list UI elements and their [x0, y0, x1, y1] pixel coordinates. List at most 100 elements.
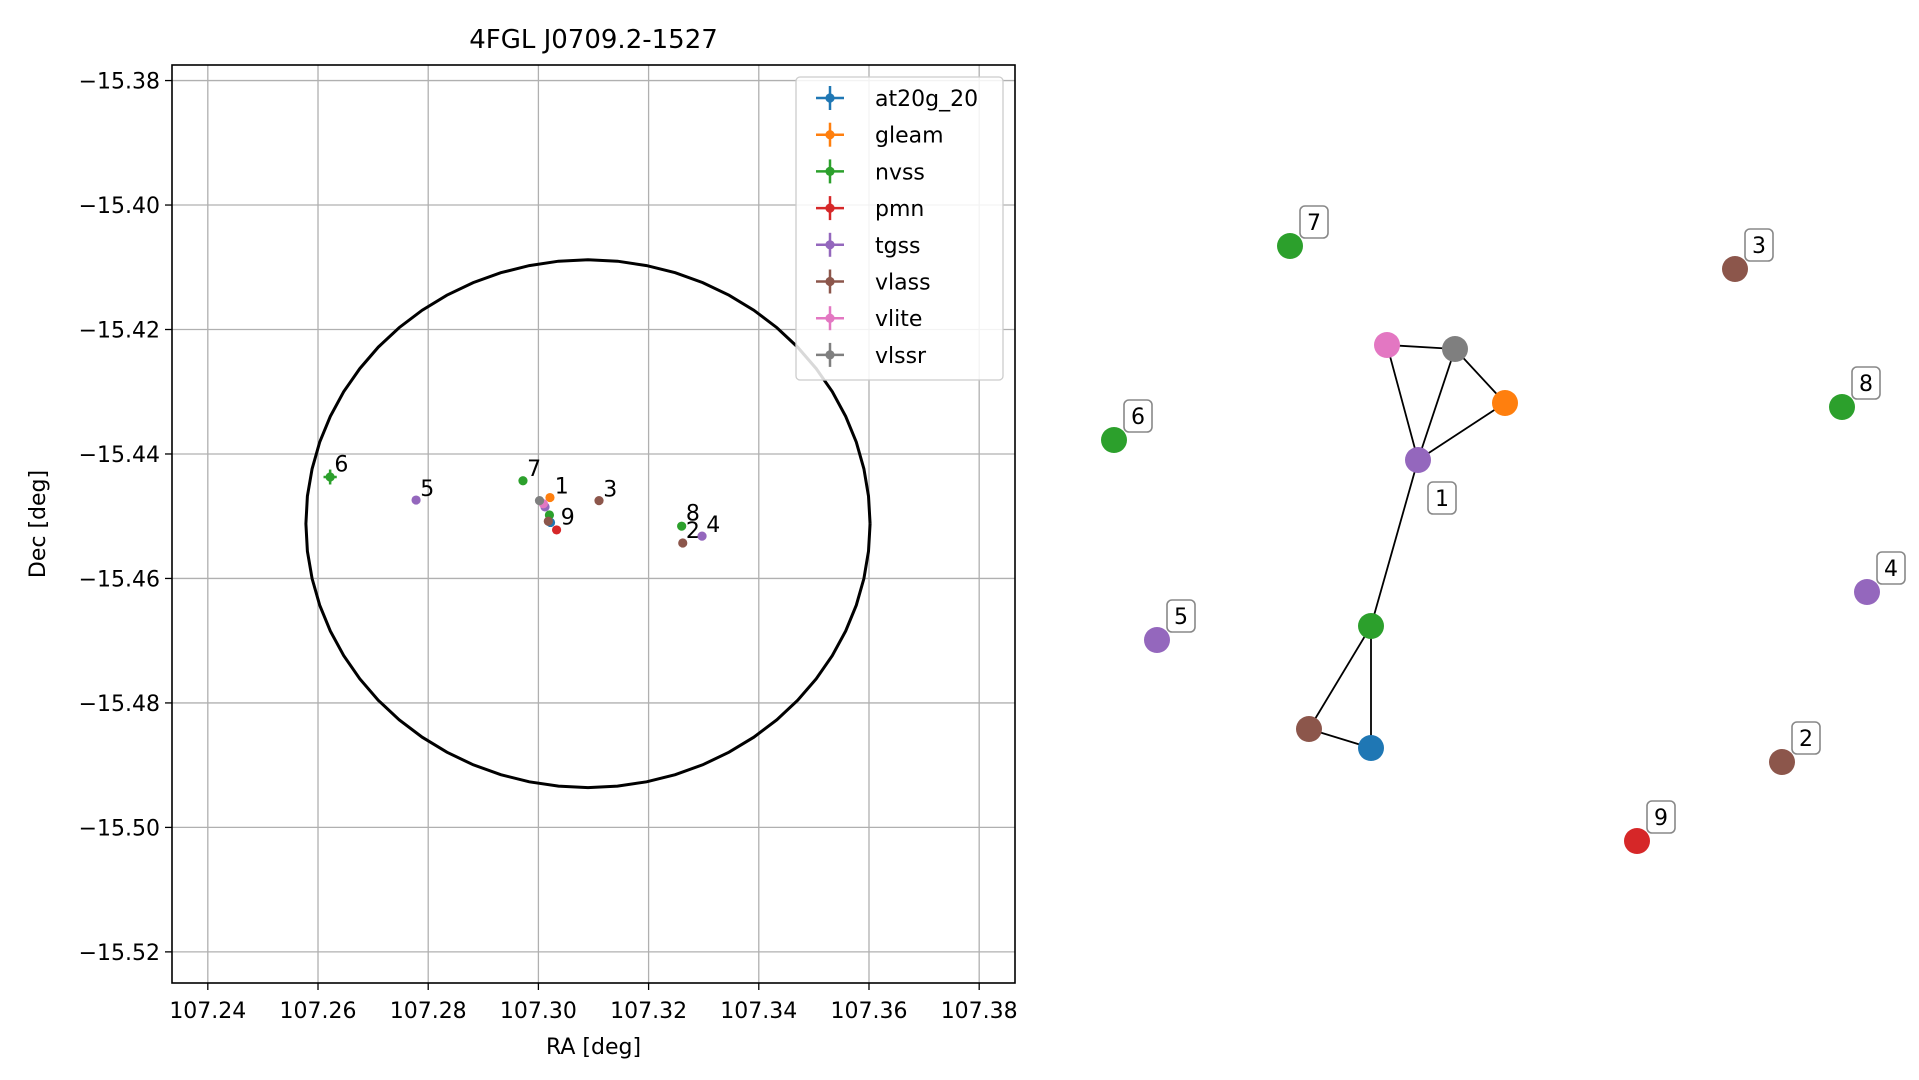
- localization-ellipse-layer: [304, 258, 872, 790]
- graph-node-label: 9: [1654, 806, 1668, 831]
- legend-label-pmn: pmn: [875, 197, 924, 222]
- point-pmn: [551, 525, 562, 535]
- localization-ellipse: [304, 258, 872, 790]
- source-association-graph: 1 2 3 4 5 6 7 8 9: [1101, 205, 1906, 854]
- legend-label-nvss: nvss: [875, 160, 925, 185]
- legend-box: [795, 76, 1004, 381]
- legend-label-tgss: tgss: [875, 234, 921, 259]
- legend-marker-gleam: [825, 130, 835, 140]
- graph-node: [1144, 627, 1170, 653]
- y-tick-label: −15.52: [79, 941, 160, 966]
- graph-node-label-box: [1123, 399, 1153, 433]
- graph-node: [1277, 233, 1303, 259]
- graph-node: [1358, 613, 1384, 639]
- axes-frame: [171, 64, 1016, 984]
- point-vlass: [543, 516, 553, 526]
- x-tick-label: 107.24: [169, 999, 246, 1024]
- legend-label-vlssr: vlssr: [875, 344, 927, 369]
- point-tgss: [411, 495, 421, 505]
- graph-node: [1442, 336, 1468, 362]
- graph-edge: [1308, 625, 1372, 730]
- point-nvss: [677, 521, 687, 531]
- graph-node-label-box: [1299, 205, 1329, 239]
- legend-marker-vlass: [825, 276, 835, 287]
- graph-node-label-box: [1646, 800, 1676, 834]
- graph-edge: [1370, 459, 1419, 627]
- legend-label-at20g_20: at20g_20: [875, 87, 978, 112]
- graph-node-label: 1: [1435, 487, 1449, 512]
- graph-node-label: 2: [1799, 727, 1813, 752]
- graph-node: [1854, 579, 1880, 605]
- x-tick-label: 107.34: [720, 999, 797, 1024]
- point-vlssr: [534, 496, 545, 506]
- source-annotations: 1 2 3 4 5 6 7 8 9: [334, 453, 720, 545]
- annotation-4: 4: [706, 513, 720, 538]
- x-ticks: 107.24 107.26 107.28 107.30 107.32 107.34 107.…: [169, 983, 1018, 1024]
- y-tick-label: −15.42: [79, 319, 160, 344]
- point-vlass: [594, 496, 604, 506]
- graph-node: [1296, 716, 1322, 742]
- legend-marker-nvss: [825, 166, 835, 176]
- sky-scatter-plot: 1 2 3 4 5 6 7 8 9 107.24 107.26 107.28 107.30 107.32…: [26, 25, 1018, 1060]
- graph-node: [1405, 447, 1431, 473]
- graph-node-label: 7: [1307, 211, 1321, 236]
- x-tick-label: 107.30: [500, 999, 577, 1024]
- legend-marker-vlite: [825, 313, 835, 323]
- graph-edge: [1417, 348, 1456, 461]
- graph-node-label: 8: [1859, 372, 1873, 397]
- x-tick-label: 107.36: [830, 999, 907, 1024]
- x-tick-label: 107.38: [941, 999, 1018, 1024]
- grid: [172, 65, 1015, 983]
- legend-marker-pmn: [825, 203, 835, 213]
- annotation-6: 6: [334, 453, 348, 478]
- graph-node-label-box: [1166, 599, 1196, 633]
- annotation-9: 9: [561, 505, 575, 530]
- graph-node-label: 3: [1752, 234, 1766, 259]
- graph-edge: [1386, 344, 1419, 461]
- annotation-8: 8: [686, 502, 700, 527]
- y-tick-label: −15.44: [79, 443, 160, 468]
- chart-title: 4FGL J0709.2-1527: [469, 25, 718, 55]
- annotation-7: 7: [527, 457, 541, 482]
- graph-node-label-box: [1851, 366, 1881, 400]
- x-tick-label: 107.32: [610, 999, 687, 1024]
- graph-node: [1492, 390, 1518, 416]
- annotation-1: 1: [555, 474, 569, 499]
- graph-node: [1722, 256, 1748, 282]
- y-tick-label: −15.50: [79, 816, 160, 841]
- graph-node-label-box: [1744, 228, 1774, 262]
- legend-label-vlass: vlass: [875, 271, 931, 296]
- graph-node: [1358, 735, 1384, 761]
- graph-edge: [1417, 402, 1506, 461]
- point-gleam: [545, 492, 555, 503]
- graph-node-label: 4: [1884, 557, 1898, 582]
- x-tick-label: 107.26: [280, 999, 357, 1024]
- point-tgss: [697, 531, 707, 541]
- graph-node: [1624, 828, 1650, 854]
- graph-node-label-box: [1876, 551, 1906, 585]
- x-axis-label: RA [deg]: [546, 1035, 641, 1060]
- point-vlass: [678, 538, 688, 548]
- graph-node-label: 6: [1131, 405, 1145, 430]
- y-tick-label: −15.46: [79, 567, 160, 592]
- annotation-5: 5: [420, 477, 434, 502]
- graph-edges: [1308, 344, 1506, 749]
- graph-node: [1101, 427, 1127, 453]
- graph-node: [1374, 332, 1400, 358]
- legend-marker-at20g_20: [825, 93, 835, 103]
- graph-node: [1769, 749, 1795, 775]
- point-nvss: [518, 476, 528, 486]
- graph-node-label: 5: [1174, 605, 1188, 630]
- y-tick-label: −15.38: [79, 70, 160, 95]
- graph-node: [1829, 394, 1855, 420]
- graph-nodes: 1 2 3 4 5 6 7 8 9: [1101, 205, 1906, 854]
- annotation-2: 2: [686, 519, 700, 544]
- source-points: [323, 469, 707, 548]
- y-axis-label: Dec [deg]: [26, 470, 51, 578]
- legend-label-vlite: vlite: [875, 307, 922, 332]
- y-tick-label: −15.40: [79, 194, 160, 219]
- y-tick-label: −15.48: [79, 692, 160, 717]
- x-tick-label: 107.28: [390, 999, 467, 1024]
- legend-marker-vlssr: [825, 350, 835, 360]
